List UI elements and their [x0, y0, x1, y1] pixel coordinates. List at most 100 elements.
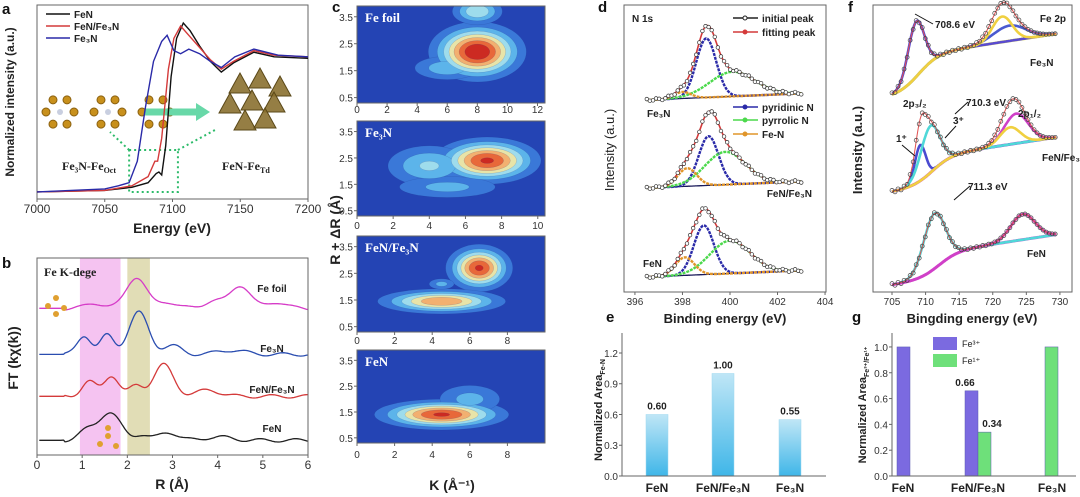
initial-peak-point: [968, 245, 973, 251]
initial-peak-point: [746, 73, 751, 78]
initial-peak-point: [895, 186, 901, 192]
legend-marker: [742, 15, 748, 21]
initial-peak-point: [941, 142, 946, 148]
initial-peak-point: [1001, 0, 1007, 5]
initial-peak-point: [687, 70, 693, 75]
y-tick-label: 0.3: [604, 441, 618, 452]
initial-peak-point: [1046, 135, 1052, 140]
x-tick-label: 4: [414, 105, 420, 116]
initial-peak-point: [992, 10, 998, 16]
initial-peak-point: [799, 180, 804, 185]
initial-peak-point: [986, 140, 992, 146]
fe-atom: [110, 95, 120, 105]
cluster-icon: [45, 295, 67, 317]
initial-peak-point: [728, 146, 733, 151]
initial-peak-point: [1043, 229, 1049, 235]
initial-peak-point: [974, 40, 979, 45]
x-tick-label: 7100: [159, 202, 186, 216]
fen-td-structure-icon: [218, 66, 292, 131]
initial-peak-point: [678, 250, 683, 256]
initial-peak-point: [697, 212, 702, 217]
initial-peak-point: [715, 226, 721, 231]
y-axis-label: Normalized AreaFe³⁺/Fe¹⁺: [857, 346, 871, 463]
atom: [61, 305, 67, 311]
initial-peak-point: [901, 66, 907, 72]
initial-peak-point: [799, 269, 804, 274]
contour-level: [420, 297, 463, 306]
label-main: FeN-Fe: [222, 159, 261, 173]
tetrahedron: [268, 74, 292, 97]
panel-label: a: [2, 1, 11, 18]
initial-peak-point: [1007, 225, 1013, 231]
initial-peak-point: [1010, 8, 1016, 14]
initial-peak-point: [681, 161, 687, 166]
x-axis-label: R (Å): [155, 476, 188, 492]
initial-peak-point: [989, 18, 995, 24]
x-tick-label: 720: [984, 297, 1001, 308]
atom: [53, 311, 59, 317]
atom: [113, 443, 119, 449]
fe-atom: [144, 119, 154, 129]
initial-peak-point: [724, 62, 730, 68]
initial-peak-point: [709, 109, 714, 114]
contour-level: [465, 6, 489, 18]
initial-peak-point: [901, 277, 907, 283]
y-tick-label: 1.5: [339, 180, 353, 191]
series-label: FeN/Fe₃N: [249, 385, 294, 396]
bar-value-label: 0.60: [647, 401, 667, 412]
initial-peak-point: [718, 54, 724, 59]
initial-peak-point: [892, 282, 898, 288]
n-atom: [57, 109, 63, 115]
annotation-arrow-icon: [901, 144, 916, 157]
y-tick-label: 0.9: [604, 380, 618, 391]
initial-peak-point: [709, 27, 714, 33]
initial-peak-point: [684, 241, 690, 246]
initial-peak-point: [675, 170, 680, 176]
x-tick-label: 2: [392, 450, 398, 461]
peak-annotation: 3⁺: [953, 116, 964, 127]
initial-peak-point: [746, 247, 751, 253]
y-tick-label: 0.5: [339, 207, 353, 218]
initial-peak-point: [1019, 212, 1025, 217]
initial-peak-point: [715, 120, 721, 125]
series-line-0: [36, 21, 309, 193]
panel-c-frame: [356, 120, 546, 217]
x-tick-label: 705: [884, 297, 901, 308]
x-tick-label: 5: [259, 458, 266, 472]
initial-peak-point: [971, 42, 976, 48]
x-tick-label: 8: [505, 336, 511, 347]
x-tick-label: 1: [79, 458, 86, 472]
initial-peak-point: [944, 49, 949, 55]
initial-peak-point: [749, 252, 755, 257]
initial-peak-point: [712, 218, 717, 224]
x-axis-label: Binding energy (eV): [664, 311, 787, 326]
initial-peak-point: [998, 235, 1004, 241]
initial-peak-point: [669, 266, 674, 271]
x-tick-label: 4: [429, 450, 435, 461]
initial-peak-point: [721, 134, 727, 139]
component-Fe-N: [646, 166, 802, 190]
initial-peak-point: [947, 150, 952, 156]
initial-peak-point: [1034, 130, 1040, 136]
stack-label: FeN/Fe₃N: [767, 189, 812, 200]
initial-peak-point: [771, 265, 776, 270]
panel-d-frame: [623, 4, 827, 293]
initial-peak-point: [919, 243, 925, 249]
x-tick-label: 3: [169, 458, 176, 472]
initial-peak-point: [904, 278, 910, 283]
bar-Fe³⁺: [964, 390, 979, 477]
initial-peak-point: [758, 173, 764, 178]
y-axis-label: R + ΔR (Å): [327, 195, 343, 265]
annotation-arrow-icon: [953, 185, 971, 201]
initial-peak-point: [956, 46, 961, 51]
x-tick-label: 725: [1018, 297, 1035, 308]
legend-marker: [742, 117, 748, 123]
contour-map: [357, 350, 545, 443]
peak-annotation: 2p₃/₂: [903, 99, 927, 110]
legend-marker: [742, 29, 748, 35]
y-tick-label: 1.5: [339, 296, 353, 307]
initial-peak-point: [672, 176, 677, 182]
spectrum-title: N 1s: [632, 14, 654, 25]
initial-peak-point: [980, 243, 986, 248]
label-sub: Td: [260, 166, 270, 175]
